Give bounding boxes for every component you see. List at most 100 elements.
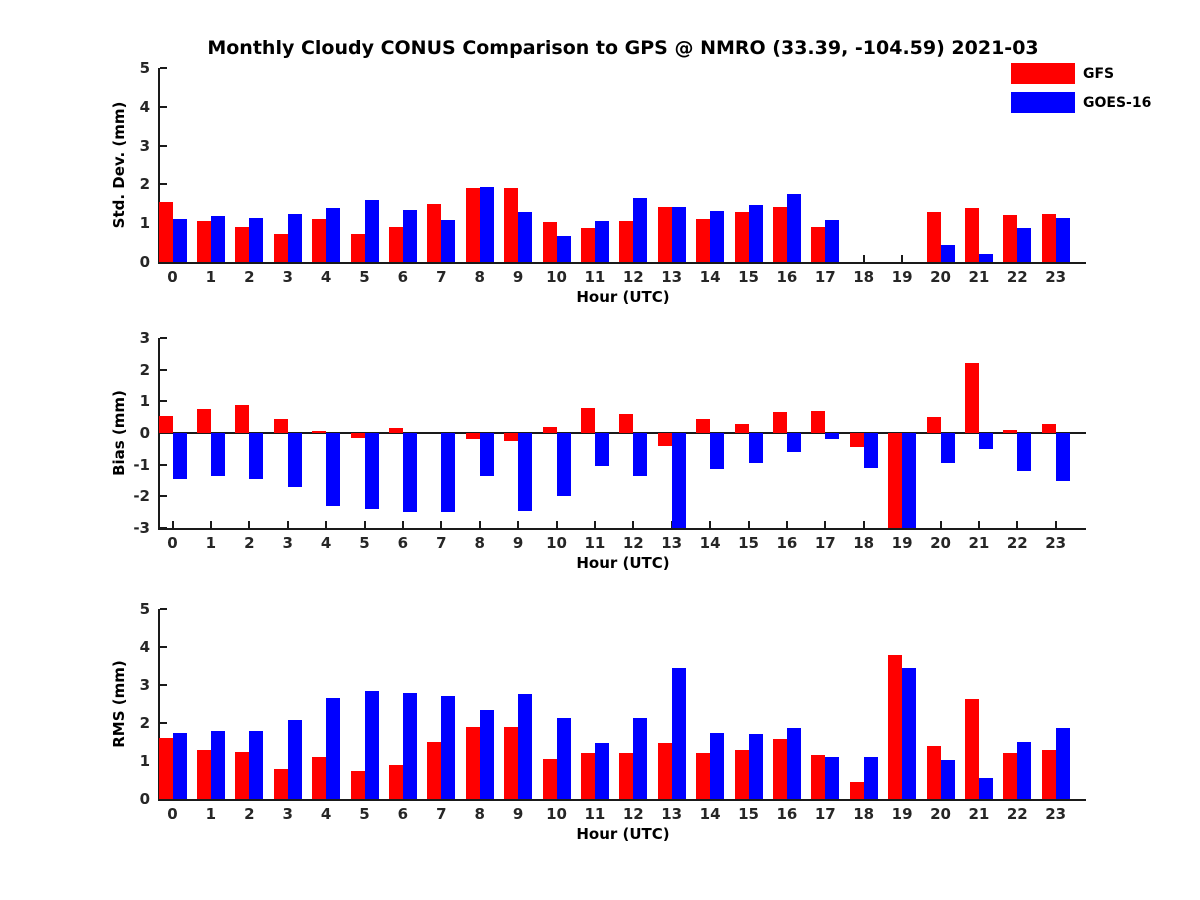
gfs-bar-h13 <box>657 742 672 799</box>
gfs-bar-h9 <box>504 433 519 441</box>
gfs-bar-h21 <box>964 207 979 262</box>
gfs-bar-h22 <box>1003 753 1018 799</box>
gfs-bar-h15 <box>734 424 749 433</box>
chart0-y-axis <box>158 68 160 264</box>
chart0-x-tick <box>862 255 865 262</box>
goes16-bar-h5 <box>364 690 379 799</box>
goes16-bar-h0 <box>172 732 187 799</box>
chart2-y-tick <box>160 684 167 686</box>
chart2-y-label: RMS (mm) <box>110 660 128 748</box>
chart1-x-tick <box>977 521 980 528</box>
chart1-x-tick <box>1054 521 1057 528</box>
gfs-bar-h18 <box>849 781 864 799</box>
gfs-bar-h15 <box>734 749 749 799</box>
gfs-bar-h11 <box>580 227 595 262</box>
chart-title: Monthly Cloudy CONUS Comparison to GPS @… <box>207 37 1039 59</box>
goes16-bar-h16 <box>786 727 801 799</box>
gfs-bar-h1 <box>196 409 211 433</box>
chart0-y-tick-label: 5 <box>139 59 150 77</box>
chart1-y-tick <box>160 495 167 498</box>
chart0-y-tick <box>160 67 167 69</box>
goes16-bar-h5 <box>364 199 379 262</box>
chart1-x-tick-label: 7 <box>436 534 447 552</box>
goes16-bar-h11 <box>594 742 609 799</box>
chart1-x-tick-label: 9 <box>512 534 524 552</box>
goes16-bar-h6 <box>402 209 417 262</box>
gfs-bar-h3 <box>273 233 288 262</box>
chart1-x-tick <box>286 521 289 528</box>
gfs-bar-h14 <box>696 418 711 433</box>
goes16-bar-h4 <box>326 698 341 799</box>
chart1-x-tick <box>401 521 404 528</box>
chart1-x-tick <box>862 521 865 528</box>
goes16-bar-h8 <box>479 710 494 799</box>
chart0-x-tick-label: 21 <box>968 268 990 286</box>
chart0-y-tick-label: 3 <box>139 136 150 155</box>
chart1-x-tick <box>1016 521 1019 528</box>
chart2-x-tick-label: 2 <box>244 805 255 823</box>
gfs-bar-h3 <box>273 768 288 799</box>
goes16-bar-h7 <box>441 696 456 799</box>
goes16-bar-h8 <box>479 433 494 476</box>
chart0-x-tick-label: 19 <box>891 268 913 286</box>
chart2-x-tick-label: 3 <box>282 805 293 823</box>
goes16-bar-h12 <box>633 197 648 262</box>
gfs-bar-h22 <box>1003 429 1018 433</box>
chart1-x-tick <box>747 521 750 528</box>
chart2-x-tick-label: 4 <box>320 805 332 823</box>
chart2-y-tick <box>160 798 167 800</box>
chart0-x-tick-label: 18 <box>853 268 875 286</box>
chart1-x-tick-label: 5 <box>359 534 370 552</box>
chart2-y-tick <box>160 722 167 724</box>
chart2-x-tick-label: 8 <box>474 805 485 823</box>
chart0-x-tick-label: 13 <box>661 268 683 286</box>
chart2-y-tick-label: 3 <box>139 676 150 694</box>
chart1-x-tick-label: 21 <box>968 534 990 552</box>
chart1-y-tick-label: -3 <box>133 519 150 537</box>
chart1-x-tick <box>440 521 443 528</box>
goes16-bar-h9 <box>518 211 533 262</box>
chart2-x-tick-label: 0 <box>167 805 178 823</box>
gfs-bar-h16 <box>772 206 787 262</box>
goes16-bar-h19 <box>902 433 917 528</box>
gfs-bar-h21 <box>964 699 979 799</box>
goes16-bar-h20 <box>940 244 955 262</box>
chart0-y-tick-label: 4 <box>139 97 150 116</box>
chart0-x-tick-label: 8 <box>474 268 485 286</box>
chart0-y-tick <box>160 105 167 108</box>
chart2-y-tick <box>160 608 167 610</box>
gfs-bar-h10 <box>542 759 557 799</box>
chart1-x-tick <box>785 521 788 528</box>
gfs-bar-h16 <box>772 412 787 433</box>
goes16-bar-h3 <box>287 213 302 262</box>
chart2-x-tick-label: 18 <box>853 805 875 823</box>
chart2-x-tick-label: 5 <box>359 805 370 823</box>
gfs-bar-h4 <box>312 219 327 262</box>
gfs-bar-h23 <box>1041 750 1056 799</box>
chart1-x-tick <box>325 521 328 528</box>
goes16-bar-h3 <box>287 433 302 487</box>
chart1-x-tick <box>709 521 712 528</box>
goes16-bar-h23 <box>1055 433 1070 481</box>
goes16-bar-h21 <box>978 254 993 262</box>
chart1-y-tick <box>160 368 167 371</box>
gfs-bar-h5 <box>350 770 365 799</box>
chart2-y-tick-label: 2 <box>139 714 150 732</box>
chart1-x-tick <box>555 521 558 528</box>
chart2-x-tick-label: 23 <box>1045 805 1067 823</box>
gfs-bar-h5 <box>350 433 365 438</box>
chart1-x-tick-label: 1 <box>205 534 217 552</box>
goes16-bar-h14 <box>710 732 725 799</box>
chart2-x-tick-label: 1 <box>205 805 217 823</box>
chart2-x-tick-label: 7 <box>436 805 447 823</box>
gfs-bar-h4 <box>312 431 327 433</box>
goes16-bar-h10 <box>556 433 571 497</box>
chart1-x-tick <box>632 521 635 528</box>
goes16-bar-h16 <box>786 433 801 452</box>
chart0-y-tick <box>160 261 167 263</box>
chart2-x-tick-label: 17 <box>814 805 836 823</box>
chart2-x-tick-label: 21 <box>968 805 990 823</box>
chart1-x-tick-label: 15 <box>738 534 759 552</box>
goes16-bar-h21 <box>978 778 993 799</box>
chart2-x-tick-label: 13 <box>661 805 683 823</box>
